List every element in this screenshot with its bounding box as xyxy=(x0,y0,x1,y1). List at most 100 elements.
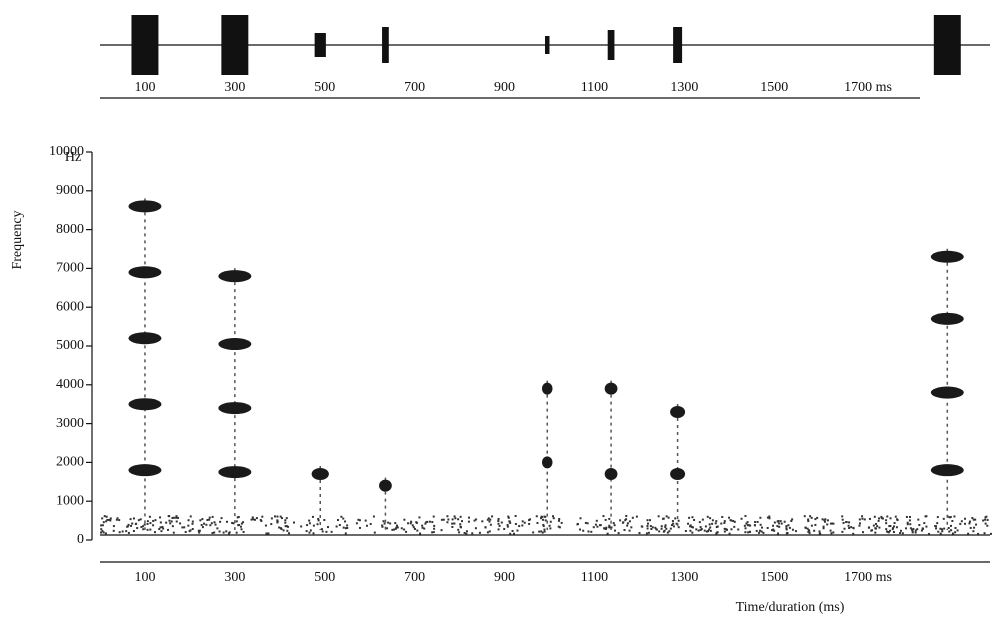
noise-speck xyxy=(264,524,267,527)
noise-speck xyxy=(127,531,130,534)
noise-speck xyxy=(139,518,142,521)
noise-speck xyxy=(497,522,500,525)
noise-speck xyxy=(171,525,174,528)
noise-speck xyxy=(605,526,608,529)
noise-speck xyxy=(821,518,824,521)
noise-speck xyxy=(984,518,987,521)
noise-speck xyxy=(459,525,462,528)
noise-speck xyxy=(909,523,912,526)
noise-speck xyxy=(785,528,788,531)
noise-speck xyxy=(709,526,712,529)
noise-speck xyxy=(687,522,690,525)
noise-speck xyxy=(759,523,762,526)
noise-speck xyxy=(116,517,119,520)
noise-speck xyxy=(740,517,743,520)
noise-speck xyxy=(409,522,412,525)
noise-speck xyxy=(225,530,228,533)
noise-speck xyxy=(596,525,599,528)
noise-speck xyxy=(813,529,816,532)
harmonic xyxy=(604,382,618,395)
noise-speck xyxy=(908,519,911,522)
noise-speck xyxy=(433,527,436,530)
noise-speck xyxy=(199,519,202,522)
noise-speck xyxy=(418,516,421,519)
noise-speck xyxy=(197,529,200,532)
noise-speck xyxy=(858,524,861,527)
noise-speck xyxy=(100,528,103,531)
noise-speck xyxy=(232,522,235,525)
noise-speck xyxy=(936,516,939,519)
noise-speck xyxy=(697,529,700,532)
noise-speck xyxy=(941,528,944,531)
harmonic xyxy=(311,468,329,481)
noise-speck xyxy=(617,532,620,535)
noise-speck xyxy=(170,520,173,523)
noise-speck xyxy=(440,529,443,532)
noise-speck xyxy=(878,517,881,520)
noise-speck xyxy=(729,519,732,522)
noise-speck xyxy=(576,523,579,526)
noise-speck xyxy=(785,525,788,528)
noise-speck xyxy=(411,524,414,527)
noise-speck xyxy=(816,516,819,519)
noise-speck xyxy=(733,520,736,523)
noise-speck xyxy=(528,522,531,525)
noise-speck xyxy=(787,524,790,527)
noise-speck xyxy=(465,530,468,533)
noise-speck xyxy=(842,521,845,524)
noise-speck xyxy=(911,530,914,533)
noise-speck xyxy=(198,531,201,534)
noise-speck xyxy=(605,527,608,530)
noise-speck xyxy=(453,515,456,518)
noise-speck xyxy=(451,526,454,529)
noise-speck xyxy=(172,516,175,519)
noise-speck xyxy=(943,527,946,530)
noise-speck xyxy=(845,521,848,524)
noise-speck xyxy=(661,517,664,520)
noise-speck xyxy=(691,516,694,519)
noise-speck xyxy=(899,532,902,535)
noise-speck xyxy=(101,530,104,533)
noise-speck xyxy=(373,531,376,534)
noise-speck xyxy=(790,519,793,522)
noise-speck xyxy=(467,520,470,523)
noise-speck xyxy=(896,519,899,522)
noise-speck xyxy=(985,515,988,518)
noise-speck xyxy=(358,526,361,529)
noise-speck xyxy=(831,522,834,525)
noise-speck xyxy=(660,525,663,528)
noise-speck xyxy=(984,522,987,525)
noise-speck xyxy=(989,532,992,535)
noise-speck xyxy=(810,524,813,527)
noise-speck xyxy=(514,522,517,525)
noise-speck xyxy=(508,520,511,523)
y-tick-label: 0 xyxy=(77,532,84,547)
noise-speck xyxy=(723,530,726,533)
noise-speck xyxy=(635,515,638,518)
noise-speck xyxy=(497,528,500,531)
noise-speck xyxy=(748,530,751,533)
waveform-burst xyxy=(673,27,683,63)
noise-speck xyxy=(847,524,850,527)
noise-speck xyxy=(320,528,323,531)
noise-speck xyxy=(552,517,555,520)
noise-speck xyxy=(664,525,667,528)
noise-speck xyxy=(716,525,719,528)
noise-speck xyxy=(369,523,372,526)
noise-speck xyxy=(317,519,320,522)
noise-speck xyxy=(424,522,427,525)
noise-speck xyxy=(475,518,478,521)
noise-speck xyxy=(276,515,279,518)
noise-speck xyxy=(614,529,617,532)
noise-speck xyxy=(959,522,962,525)
noise-speck xyxy=(870,529,873,532)
noise-speck xyxy=(175,515,178,518)
noise-speck xyxy=(872,524,875,527)
noise-speck xyxy=(387,521,390,524)
noise-speck xyxy=(236,516,239,519)
noise-speck xyxy=(308,522,311,525)
x-tick-label: 700 xyxy=(404,570,425,585)
noise-speck xyxy=(804,526,807,529)
noise-speck xyxy=(451,518,454,521)
noise-speck xyxy=(619,519,622,522)
